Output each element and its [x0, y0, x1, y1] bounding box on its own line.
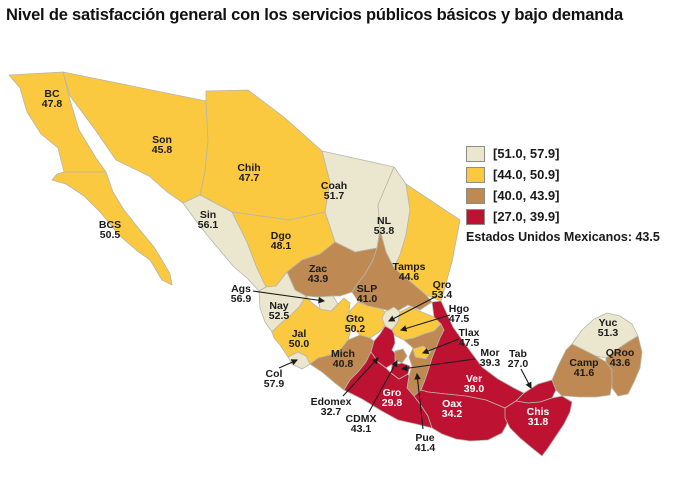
state-label-cdmx: CDMX 43.1 [346, 413, 377, 435]
state-label-yuc: Yuc 51.3 [598, 317, 619, 339]
state-label-chih: Chih 47.7 [237, 162, 260, 184]
legend-row: [40.0, 43.9] [466, 185, 560, 206]
state-label-nl: NL 53.8 [374, 215, 395, 237]
state-label-qro: Qro 53.4 [432, 279, 453, 301]
state-gto [347, 301, 389, 339]
state-label-bc: BC 47.8 [42, 88, 63, 110]
state-label-gto: Gto 50.2 [345, 313, 366, 335]
state-slp [351, 229, 433, 313]
leader-arrow-pue [414, 372, 424, 430]
state-label-pue: Pue 41.4 [415, 432, 436, 454]
state-label-coah: Coah 51.7 [321, 180, 347, 202]
leader-arrow-cdmx [368, 360, 398, 413]
state-label-oax: Oax 34.2 [442, 398, 463, 420]
legend-row: [51.0, 57.9] [466, 143, 560, 164]
legend-swatch [466, 166, 485, 183]
state-bcs [51, 171, 173, 286]
leader-arrow-mor [400, 358, 476, 372]
state-label-hgo: Hgo 47.5 [449, 303, 470, 325]
leader-arrow-ags [252, 290, 326, 304]
leader-arrow-hgo [399, 314, 451, 332]
state-label-nay: Nay 52.5 [269, 300, 290, 322]
legend-swatch [466, 208, 485, 225]
state-label-edomex: Edomex 32.7 [311, 396, 352, 418]
state-label-chis: Chis 31.8 [527, 406, 550, 428]
legend-range-label: [44.0, 50.9] [493, 167, 560, 182]
legend-range-label: [27.0, 39.9] [493, 209, 560, 224]
state-chis [504, 395, 573, 457]
page-title: Nivel de satisfacción general con los se… [6, 6, 623, 24]
leader-arrow-tlax [421, 338, 460, 355]
state-label-tamps: Tamps 44.6 [392, 261, 425, 283]
state-label-ags: Ags 56.9 [231, 283, 252, 305]
state-label-tlax: Tlax 47.5 [458, 327, 479, 349]
state-label-mor: Mor 39.3 [480, 347, 501, 369]
state-label-gro: Gro 29.8 [382, 387, 403, 409]
state-label-slp: SLP 41.0 [357, 283, 378, 305]
state-label-mich: Mich 40.8 [331, 348, 355, 370]
leader-arrow-qro [388, 295, 438, 322]
state-label-jal: Jal 50.0 [289, 328, 310, 350]
legend-range-label: [40.0, 43.9] [493, 188, 560, 203]
state-label-dgo: Dgo 48.1 [271, 230, 292, 252]
state-qroo [605, 335, 643, 397]
legend-swatch [466, 187, 485, 204]
national-average-label: Estados Unidos Mexicanos: 43.5 [466, 230, 660, 244]
state-label-sin: Sin 56.1 [198, 209, 219, 231]
leader-arrow-tab [520, 368, 532, 389]
state-label-qroo: QRoo 43.6 [606, 347, 635, 369]
state-label-ver: Ver 39.0 [464, 373, 485, 395]
legend-swatch [466, 145, 485, 162]
state-label-col: Col 57.9 [264, 368, 285, 390]
state-cdmx [394, 348, 408, 364]
leader-arrow-edomex [342, 357, 379, 397]
state-label-zac: Zac 43.9 [308, 263, 329, 285]
state-oax [413, 389, 511, 442]
legend: [51.0, 57.9] [44.0, 50.9] [40.0, 43.9] [27.… [466, 143, 560, 227]
state-label-tab: Tab 27.0 [508, 348, 529, 370]
state-label-bcs: BCS 50.5 [99, 219, 121, 241]
state-label-camp: Camp 41.6 [569, 357, 598, 379]
state-chih [199, 89, 331, 221]
state-label-son: Son 45.8 [152, 134, 173, 156]
legend-range-label: [51.0, 57.9] [493, 146, 560, 161]
legend-row: [44.0, 50.9] [466, 164, 560, 185]
legend-row: [27.0, 39.9] [466, 206, 560, 227]
leader-arrow-col [278, 359, 299, 369]
